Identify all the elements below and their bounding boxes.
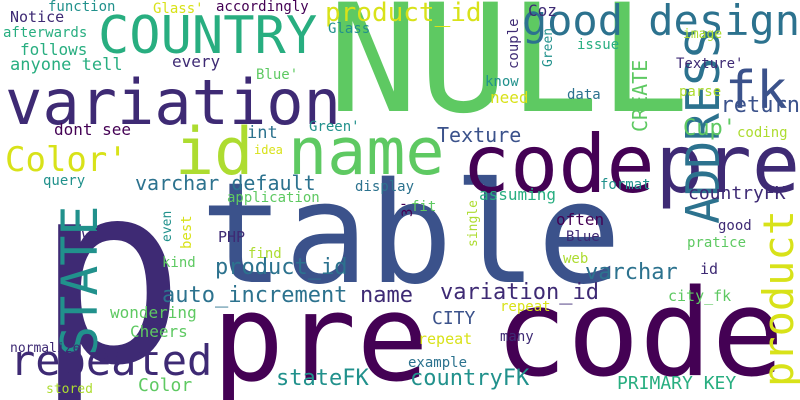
word-application-67: application <box>227 190 320 206</box>
word-know-50: know <box>485 74 519 90</box>
word-repeated-16: repeated <box>10 336 213 385</box>
word-need-49: need <box>490 88 529 107</box>
word-pratice-73: pratice <box>687 235 747 251</box>
word-repeat-86: repeat <box>418 330 473 348</box>
word-color-33: Color <box>138 375 193 396</box>
word-cheers-35: Cheers <box>130 322 188 341</box>
word-city-fk-76: city_fk <box>668 287 732 305</box>
word-good-72: good <box>718 218 752 234</box>
word-id-74: id <box>700 260 719 278</box>
word-even-79: even <box>160 210 175 242</box>
word-every-42: every <box>172 52 221 71</box>
word-function-57: function <box>48 0 116 15</box>
word-idea-65: idea <box>254 143 283 157</box>
word-variation-7: variation <box>5 66 341 139</box>
word-afterwards-44: afterwards <box>3 25 88 41</box>
word-create-30: CREATE <box>628 59 652 132</box>
word-table-1: table <box>200 153 622 316</box>
word-return-19: return <box>720 93 800 118</box>
word-fit-69: fit <box>411 199 437 215</box>
word-example-85: example <box>408 355 468 371</box>
word-notice-43: Notice <box>10 8 65 26</box>
word-int-36: int <box>247 123 278 143</box>
word-primary-key-31: PRIMARY KEY <box>617 373 737 394</box>
word-glass-54: Glass' <box>153 1 204 17</box>
word-city-34: CITY <box>432 308 476 329</box>
word-pre-6: pre <box>655 118 800 211</box>
word-code-5: code <box>462 118 655 211</box>
word-parse-61: parse <box>679 84 722 100</box>
word-web-75: web <box>563 251 589 267</box>
word-glass-55: Glass <box>328 21 371 37</box>
word-repeat-87: repeat <box>500 299 551 315</box>
word-assuming-38: assuming <box>479 185 557 204</box>
word-varchar-26: varchar <box>585 260 678 285</box>
word-issue-58: issue <box>577 37 620 53</box>
word-good-design-11: good design <box>521 0 800 45</box>
word-many-88: many <box>500 329 534 345</box>
word-blue-47: Blue' <box>256 67 299 83</box>
word-single-71: single <box>466 200 481 247</box>
word-countryfk-28: countryFK <box>410 366 530 391</box>
word-find-78: find <box>248 246 282 262</box>
word-code-3: code <box>495 265 784 400</box>
word-display-66: display <box>355 179 415 195</box>
word-wondering-39: wondering <box>110 303 197 322</box>
word-pre-2: pre <box>212 270 429 400</box>
word-texture-20: Texture <box>437 123 522 147</box>
word-normalize-83: normalize <box>10 341 81 356</box>
word-data-62: data <box>567 87 601 103</box>
word-dont-see-45: dont see <box>54 120 132 139</box>
word-image-59: image <box>683 27 723 42</box>
word-format-70: format <box>600 177 651 193</box>
word-green-52: Green <box>541 27 556 67</box>
word-query-64: query <box>43 173 86 189</box>
word-country-10: COUNTRY <box>98 6 318 66</box>
word-fk-12: fk <box>725 61 788 121</box>
word-cup-29: Cup' <box>683 116 736 141</box>
word-id-9: id <box>175 115 254 190</box>
word-name-8: name <box>288 115 445 190</box>
word-kind-82: kind <box>162 255 196 271</box>
word-coz-53: Coz <box>528 1 557 20</box>
word-best-80: best <box>179 215 195 249</box>
word-php-77: PHP <box>218 228 246 246</box>
word-product-15: product <box>754 209 800 387</box>
word-texture-60: Texture' <box>676 56 744 72</box>
word-color-17: Color' <box>5 140 128 180</box>
word-couple-51: couple <box>506 18 522 69</box>
word-often-37: often <box>556 210 605 229</box>
word-coding-63: coding <box>737 125 788 141</box>
word-null-4: NULL <box>328 0 690 147</box>
word-accordingly-56: accordingly <box>216 0 309 15</box>
word-will-81: will <box>82 225 121 244</box>
word-statefk-27: stateFK <box>276 366 369 391</box>
word-variation-id-23: variation_id <box>440 280 599 305</box>
word-product-id-24: product_id <box>215 255 348 280</box>
word-countryfk-32: countryFK <box>688 183 786 204</box>
word-varchar-default-25: varchar default <box>135 171 316 195</box>
word-green-46: Green' <box>309 119 360 135</box>
word-name-22: name <box>360 283 413 308</box>
word-auto-increment-21: auto_increment <box>162 283 348 308</box>
word-p-0: p <box>35 129 186 400</box>
word-anyone-tell-40: anyone tell <box>10 55 123 75</box>
word-product-id-18: product_id <box>325 0 482 28</box>
word-follows-41: follows <box>20 40 88 59</box>
word-blue-48: Blue <box>566 229 600 245</box>
word-stored-84: stored <box>46 382 93 397</box>
